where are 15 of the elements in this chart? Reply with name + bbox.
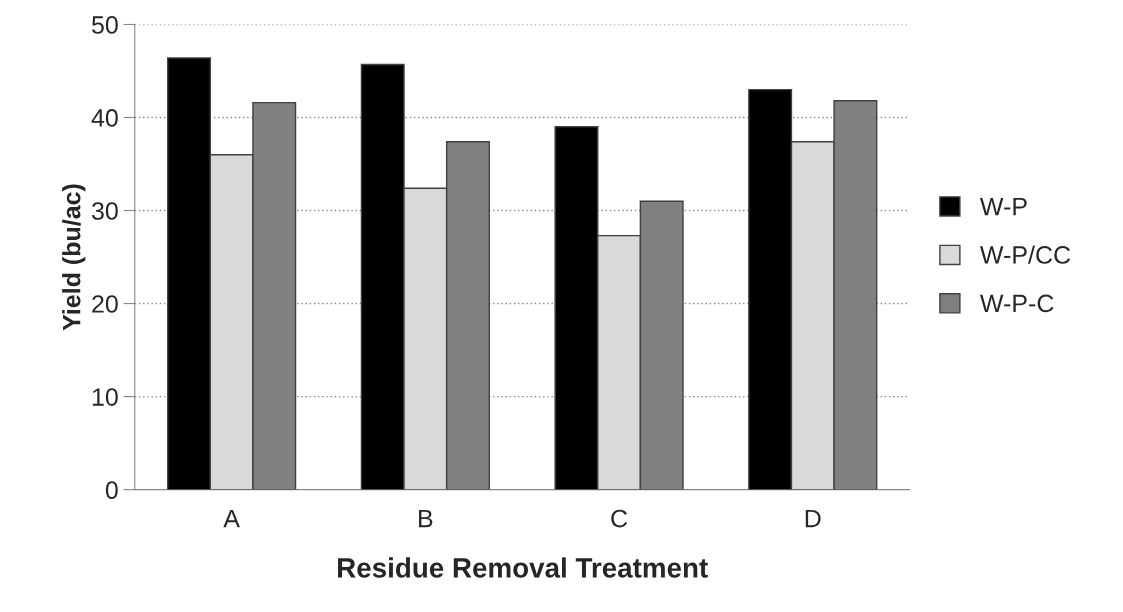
x-tick-label: A: [223, 509, 240, 528]
y-tick-label: 30: [91, 202, 118, 220]
legend-label: W-P: [979, 197, 1027, 216]
y-tick-label: 50: [91, 16, 118, 34]
y-tick-label: 10: [92, 388, 118, 406]
y-axis-title: Yield (bu/ac): [62, 184, 86, 331]
y-tick-label: 20: [92, 295, 118, 313]
x-tick-label: B: [419, 509, 433, 528]
legend-label: W-P-C: [979, 294, 1054, 313]
x-axis-title: Residue Removal Treatment: [338, 557, 708, 578]
y-tick-label: 40: [91, 109, 118, 127]
x-tick-label: D: [805, 509, 821, 528]
y-tick-label: 0: [105, 481, 118, 499]
x-tick-label: C: [611, 509, 628, 528]
legend-label: W-P/CC: [979, 245, 1071, 264]
